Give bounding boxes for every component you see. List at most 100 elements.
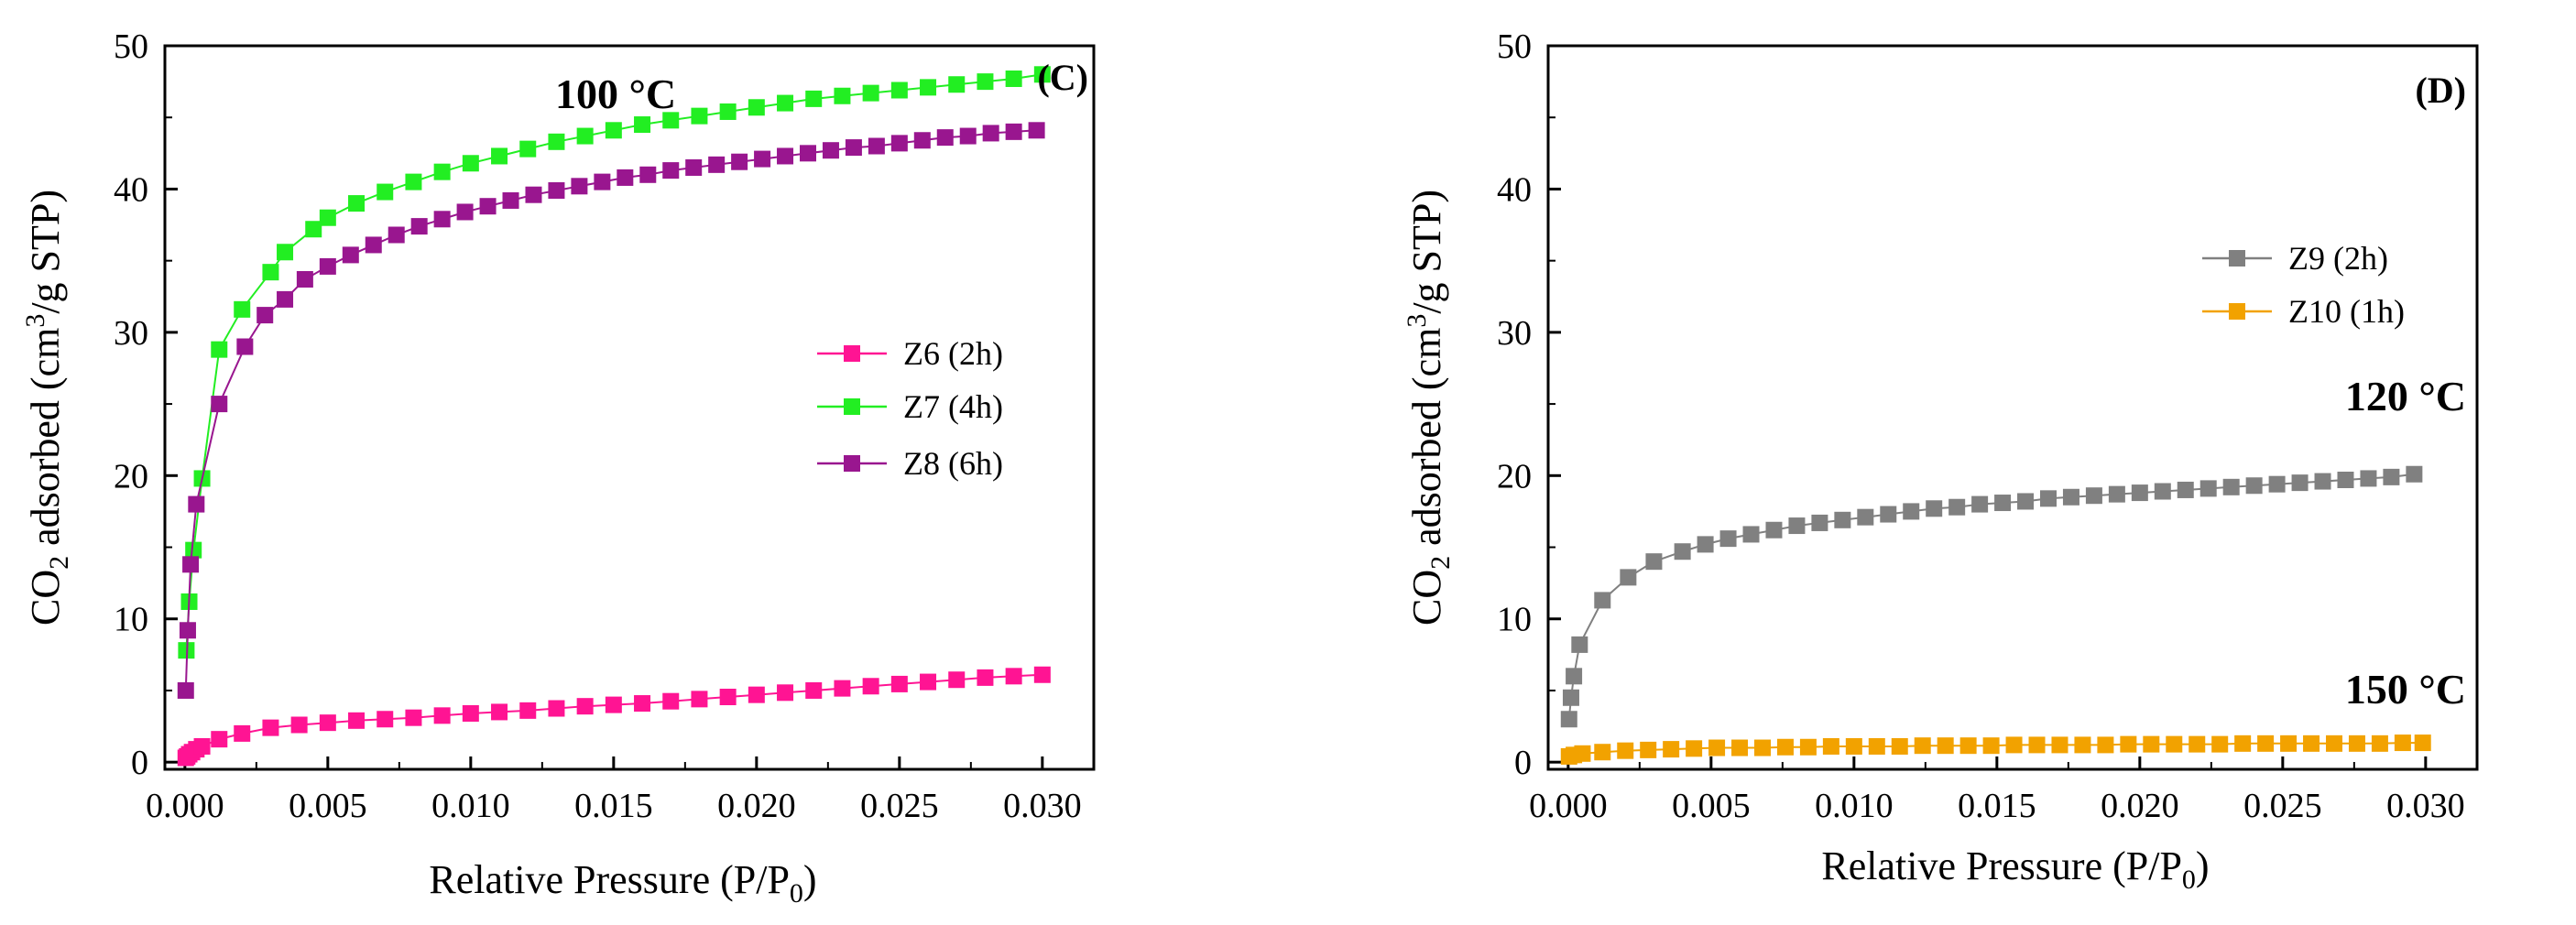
data-point (1005, 668, 1022, 685)
data-point (1742, 526, 1760, 543)
data-point (834, 680, 851, 697)
data-point (662, 162, 680, 180)
data-point (319, 714, 336, 732)
legend-marker (2229, 250, 2245, 267)
data-point (691, 691, 708, 708)
data-point (2234, 735, 2252, 752)
data-point (1645, 553, 1663, 571)
plot-frame (1546, 44, 2479, 771)
data-point (410, 218, 428, 235)
data-point (920, 79, 937, 96)
data-point (1845, 737, 1862, 755)
data-point (548, 133, 565, 150)
x-tick-label: 0.000 (1529, 787, 1608, 825)
legend: Z6 (2h) Z7 (4h) Z8 (6h) (817, 335, 1003, 482)
data-point (2383, 468, 2400, 485)
data-point (234, 300, 251, 318)
y-tick-label: 50 (114, 27, 148, 66)
data-point (348, 712, 366, 729)
data-point (1776, 738, 1794, 756)
data-point (1028, 122, 1045, 139)
data-point (2337, 472, 2354, 488)
y-tick-label: 50 (1497, 27, 1532, 66)
y-axis-label: CO2 adsorbed (cm3/g STP) (1402, 190, 1456, 626)
legend-label: Z6 (2h) (903, 335, 1003, 372)
legend-marker (844, 455, 860, 472)
y-axis-label: CO2 adsorbed (cm3/g STP) (20, 190, 74, 626)
data-point (1719, 530, 1737, 548)
data-point (1594, 744, 1611, 761)
data-point (2097, 736, 2114, 754)
data-point (2348, 735, 2365, 752)
annotation-temperature: 120 °C (2345, 373, 2466, 419)
data-point (691, 107, 708, 125)
data-point (277, 290, 294, 308)
series-line (185, 673, 1042, 759)
x-tick-label: 0.005 (289, 787, 367, 825)
data-point (525, 186, 542, 203)
legend-entry-z6: Z6 (2h) (817, 335, 1003, 372)
data-point (2211, 735, 2229, 753)
data-point (2222, 478, 2240, 495)
data-point (805, 681, 823, 699)
data-point (177, 681, 194, 699)
data-point (719, 103, 737, 120)
data-point (845, 139, 862, 157)
y-tick-label: 10 (114, 601, 148, 639)
data-point (211, 396, 228, 413)
data-point (2166, 735, 2183, 753)
data-point (634, 695, 651, 713)
data-point (1868, 737, 1885, 755)
data-point (1811, 514, 1828, 531)
data-point (868, 137, 885, 155)
y-tick-label: 40 (114, 170, 148, 209)
data-point (1857, 508, 1874, 526)
legend-entry-z10: Z10 (1h) (2202, 293, 2405, 330)
data-point (257, 307, 274, 324)
data-point (479, 198, 497, 215)
data-point (1566, 668, 1583, 685)
data-point (2257, 735, 2275, 752)
data-point (179, 622, 196, 639)
legend: Z9 (2h) Z10 (1h) (2202, 240, 2405, 330)
data-point (462, 704, 479, 722)
data-point (890, 82, 908, 99)
data-point (1674, 543, 1691, 560)
data-point (959, 127, 977, 145)
data-point (262, 719, 279, 736)
data-point (777, 684, 794, 702)
panel-d-chart: 0.000 0.005 0.010 0.015 0.020 0.025 0.030 0 10 2… (1402, 27, 2479, 895)
data-point (936, 129, 954, 147)
data-point (617, 169, 634, 186)
data-point (1948, 498, 1966, 516)
data-point (262, 264, 279, 281)
data-point (185, 541, 202, 559)
data-point (2268, 475, 2286, 493)
data-point (1994, 495, 2012, 512)
data-point (731, 153, 748, 170)
data-point (1663, 741, 1680, 758)
data-point (862, 678, 879, 695)
data-point (1033, 66, 1051, 83)
data-point (462, 155, 479, 172)
x-tick-label: 0.025 (2243, 787, 2322, 825)
x-tick-label: 0.000 (146, 787, 224, 825)
data-point (2177, 481, 2194, 498)
data-point (2406, 465, 2423, 483)
data-point (1937, 737, 1954, 755)
data-point (377, 183, 394, 201)
data-point (2051, 736, 2068, 754)
series-group (177, 66, 1051, 767)
annotation-temperature: 100 °C (555, 71, 676, 117)
data-point (433, 707, 451, 724)
data-point (890, 675, 908, 692)
data-point (708, 156, 726, 173)
data-point (834, 87, 851, 104)
legend-label: Z10 (1h) (2288, 293, 2405, 330)
data-point (405, 709, 422, 726)
data-point (594, 173, 611, 190)
data-point (519, 140, 537, 158)
y-ticks: 0 10 20 30 40 50 (1497, 27, 1561, 782)
x-tick-label: 0.020 (2101, 787, 2179, 825)
